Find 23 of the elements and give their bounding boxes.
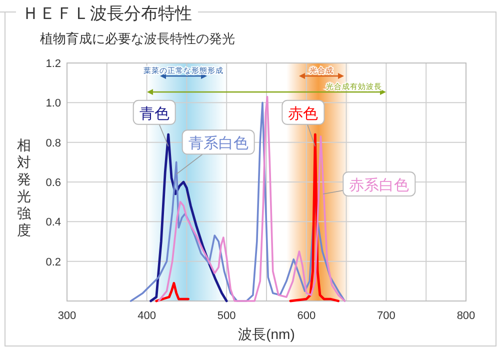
series-label: 赤系白色 [349, 177, 410, 194]
y-tick-label: 0.2 [46, 256, 61, 268]
x-tick-label: 800 [456, 310, 476, 322]
y-tick-label: 0.4 [46, 216, 61, 229]
y-tick-label: 1.2 [46, 58, 61, 70]
chart-subtitle: 植物育成に必要な波長特性の発光 [40, 31, 235, 46]
line-series [130, 102, 346, 302]
x-tick-label: 500 [217, 310, 236, 322]
y-tick-label: 1.0 [46, 98, 61, 110]
chart-title: ＨＥＦＬ波長分布特性 [22, 4, 192, 23]
line-series [155, 282, 190, 302]
series-label: 青色 [139, 105, 170, 122]
line-series [289, 133, 340, 302]
y-tick-label: 0.8 [46, 137, 61, 150]
series-label: 青系白色 [188, 135, 248, 152]
x-tick-label: 400 [138, 310, 156, 322]
x-tick-label: 600 [297, 310, 316, 322]
y-tick-label: 0.6 [46, 177, 61, 189]
x-axis-title: 波長(nm) [238, 326, 295, 342]
x-tick-label: 700 [377, 310, 396, 322]
x-tick-label: 300 [58, 310, 76, 322]
y-axis-title: 相対発光強度 [17, 137, 31, 238]
series-label: 赤色 [288, 105, 318, 122]
